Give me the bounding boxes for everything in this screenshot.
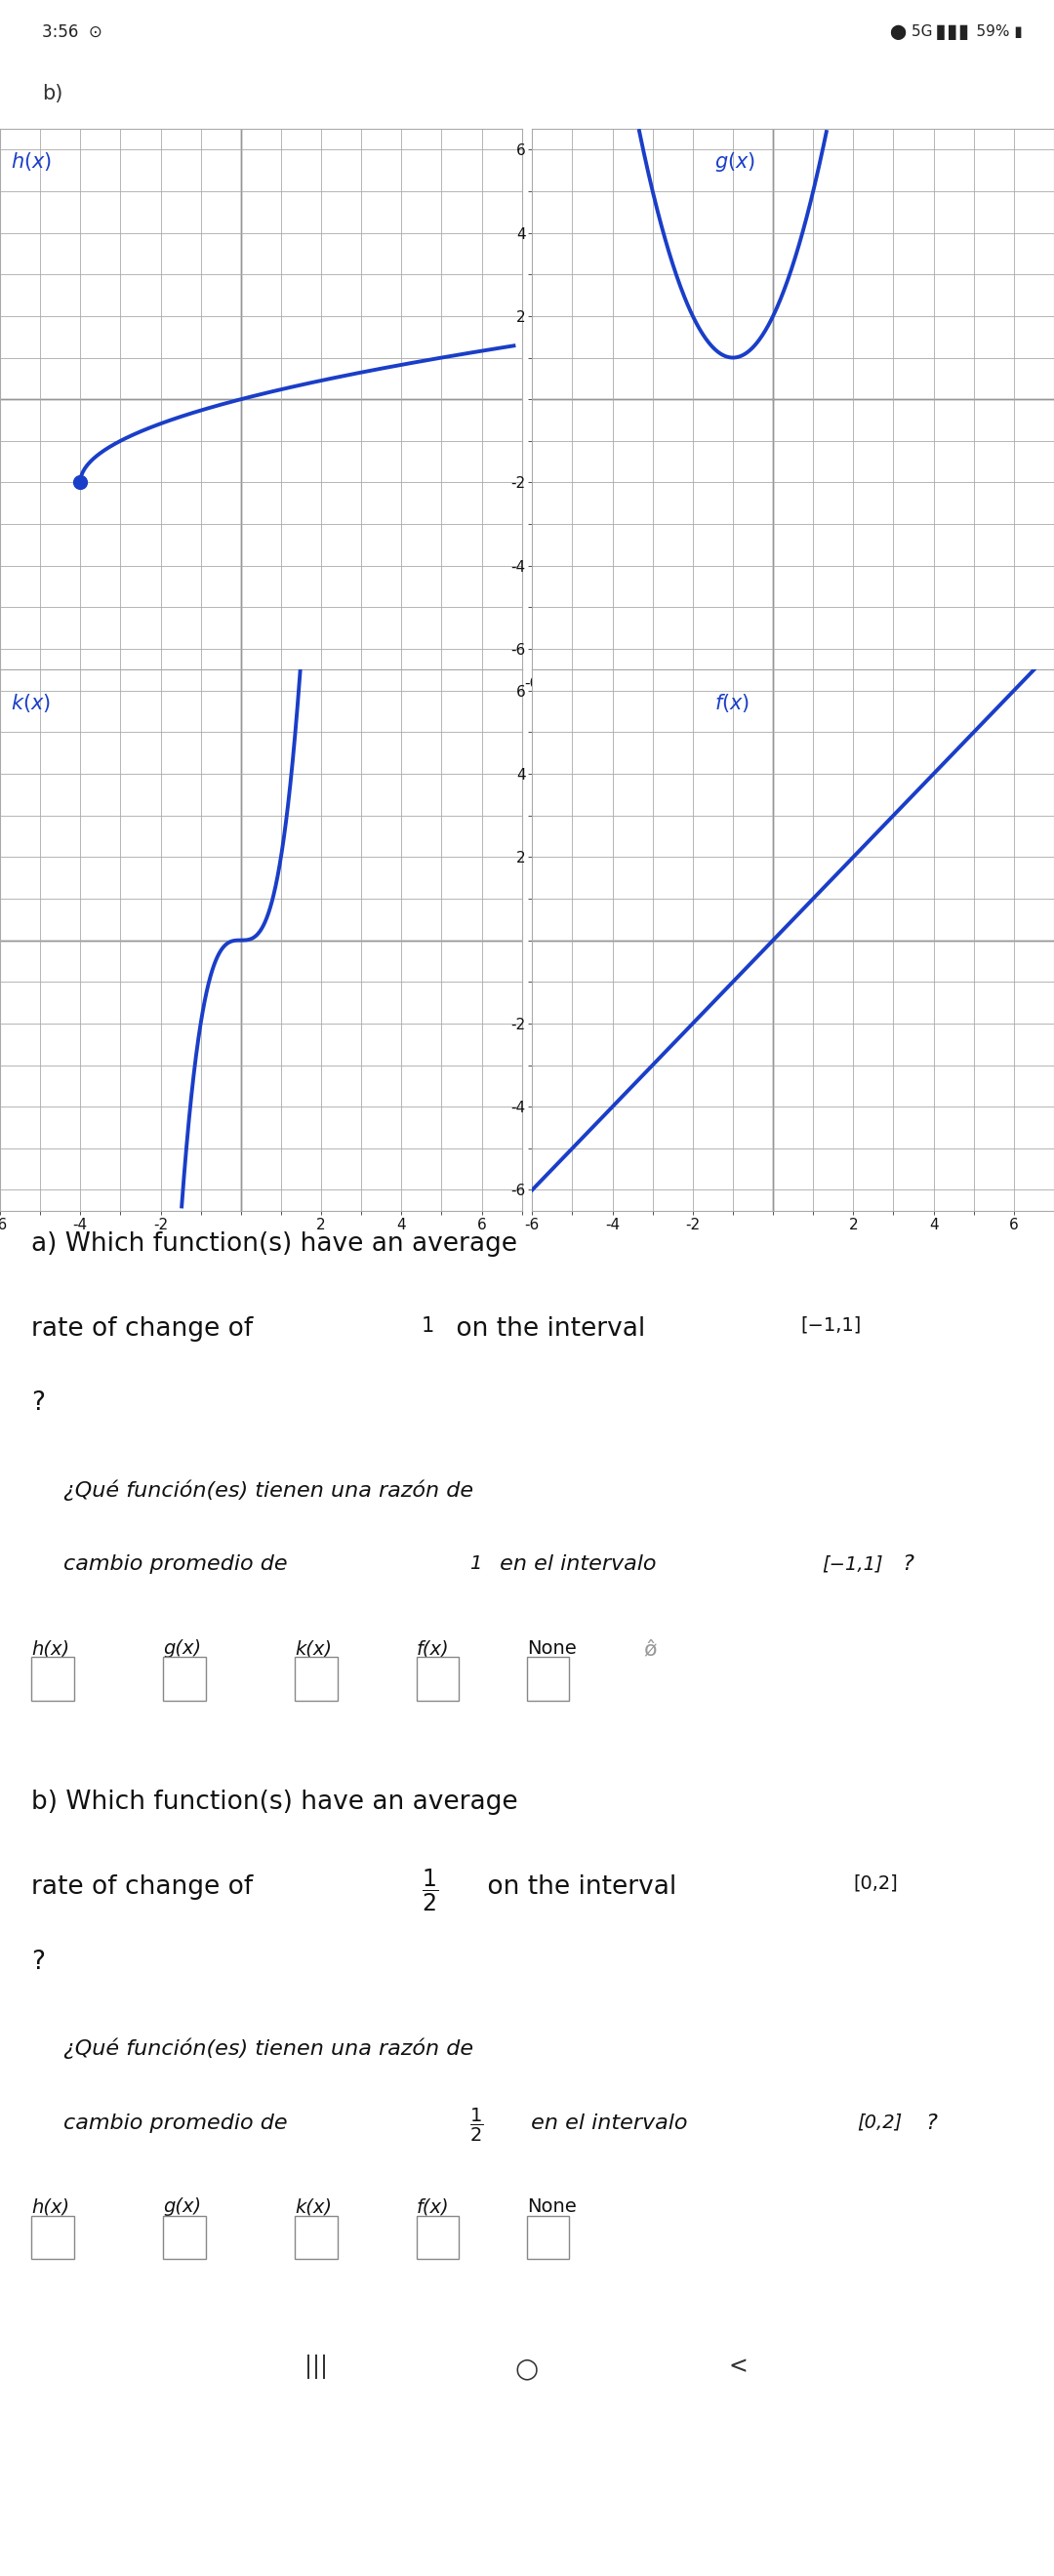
Text: ?: ? [32,1950,45,1976]
Text: k(x): k(x) [295,2197,332,2215]
Text: on the interval: on the interval [480,1875,685,1899]
Text: k(x): k(x) [295,1638,332,1659]
FancyBboxPatch shape [416,2215,458,2259]
Text: [−1,1]: [−1,1] [822,1556,883,1574]
Text: en el intervalo: en el intervalo [493,1556,664,1574]
Text: rate of change of: rate of change of [32,1316,261,1342]
FancyBboxPatch shape [295,1656,337,1700]
Text: en el intervalo: en el intervalo [524,2112,695,2133]
Text: 3:56  ⊙: 3:56 ⊙ [42,23,102,41]
Text: cambio promedio de: cambio promedio de [63,2112,294,2133]
FancyBboxPatch shape [32,1656,74,1700]
FancyBboxPatch shape [32,2215,74,2259]
Text: ?: ? [919,2112,937,2133]
Text: g(x): g(x) [163,2197,201,2215]
Text: ⬤ 5G ▋▋▋ 59% ▮: ⬤ 5G ▋▋▋ 59% ▮ [890,23,1022,41]
Text: f(x): f(x) [416,1638,449,1659]
Text: ?: ? [32,1391,45,1417]
FancyBboxPatch shape [527,2215,569,2259]
Text: b) Which function(s) have an average: b) Which function(s) have an average [32,1790,519,1816]
Text: None: None [527,2197,577,2215]
Text: None: None [527,1638,577,1659]
Text: 1: 1 [422,1316,434,1334]
Text: ¿Qué función(es) tienen una razón de: ¿Qué función(es) tienen una razón de [63,2038,473,2058]
Text: ¿Qué función(es) tienen una razón de: ¿Qué función(es) tienen una razón de [63,1479,473,1502]
Text: ø̂: ø̂ [643,1638,657,1659]
Text: $\dfrac{1}{2}$: $\dfrac{1}{2}$ [422,1868,438,1914]
Text: 1: 1 [469,1556,481,1574]
Text: [0,2]: [0,2] [854,1875,898,1893]
Text: $f(x)$: $f(x)$ [715,690,750,714]
Text: |||: ||| [305,2354,328,2380]
Text: h(x): h(x) [32,1638,70,1659]
Text: ?: ? [896,1556,914,1574]
Text: [0,2]: [0,2] [857,2112,902,2133]
Text: $h(x)$: $h(x)$ [11,149,52,173]
FancyBboxPatch shape [163,2215,206,2259]
FancyBboxPatch shape [163,1656,206,1700]
Text: <: < [728,2354,747,2378]
Text: f(x): f(x) [416,2197,449,2215]
FancyBboxPatch shape [295,2215,337,2259]
FancyBboxPatch shape [527,1656,569,1700]
Text: $g(x)$: $g(x)$ [715,149,756,173]
Text: $\dfrac{1}{2}$: $\dfrac{1}{2}$ [469,2107,483,2143]
Text: on the interval: on the interval [448,1316,653,1342]
Text: [−1,1]: [−1,1] [801,1316,862,1334]
Text: rate of change of: rate of change of [32,1875,261,1899]
Text: a) Which function(s) have an average: a) Which function(s) have an average [32,1231,518,1257]
Text: g(x): g(x) [163,1638,201,1659]
Text: $k(x)$: $k(x)$ [11,690,51,714]
Text: h(x): h(x) [32,2197,70,2215]
FancyBboxPatch shape [416,1656,458,1700]
Text: cambio promedio de: cambio promedio de [63,1556,294,1574]
Text: ○: ○ [515,2354,539,2383]
Text: b): b) [42,85,63,103]
